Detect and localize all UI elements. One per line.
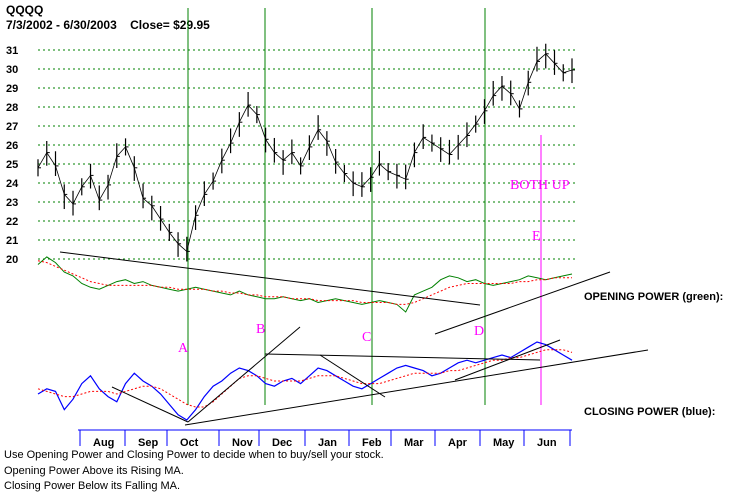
signal-lines xyxy=(187,8,542,405)
y-tick-26: 26 xyxy=(6,140,18,152)
date-range: 7/3/2002 - 6/30/2003 xyxy=(6,18,117,32)
y-tick-22: 22 xyxy=(6,216,18,228)
trendlines xyxy=(59,251,649,426)
opening-power-label: OPENING POWER (green): xyxy=(584,291,723,303)
y-tick-27: 27 xyxy=(6,121,18,133)
x-tick-label-apr: Apr xyxy=(448,437,468,449)
chart-subtitle: 7/3/2002 - 6/30/2003 Close= $29.95 xyxy=(6,18,210,32)
price-bars xyxy=(37,43,575,262)
opening-power-line xyxy=(37,256,573,313)
x-tick-label-jun: Jun xyxy=(537,437,557,449)
closing-power-line xyxy=(37,341,573,421)
y-tick-24: 24 xyxy=(6,178,19,190)
y-tick-25: 25 xyxy=(6,159,18,171)
trendline-5 xyxy=(187,326,301,423)
price-close-line xyxy=(37,53,573,253)
closing-power-panel xyxy=(37,341,573,421)
closing-power-ma-line xyxy=(37,349,573,408)
trendline-3 xyxy=(184,349,649,426)
x-tick-label-may: May xyxy=(493,437,515,449)
x-tick-label-sep: Sep xyxy=(138,437,158,449)
trendline-6 xyxy=(264,353,541,361)
x-axis: Aug Sep Oct Nov Dec Jan Feb Mar Apr May Jun xyxy=(78,429,572,449)
marker-B: B xyxy=(256,322,265,337)
y-tick-31: 31 xyxy=(6,45,18,57)
opening-power-ma-line xyxy=(37,260,572,305)
x-tick-label-nov: Nov xyxy=(232,437,254,449)
footer-line-1: Use Opening Power and Closing Power to d… xyxy=(4,449,384,461)
y-tick-20: 20 xyxy=(6,254,18,266)
y-tick-30: 30 xyxy=(6,64,18,76)
footer-line-3: Closing Power Below its Falling MA. xyxy=(4,480,181,492)
marker-A: A xyxy=(178,341,189,356)
trendline-7 xyxy=(319,354,386,398)
marker-C: C xyxy=(362,330,371,345)
y-tick-28: 28 xyxy=(6,102,18,114)
opening-power-panel xyxy=(37,256,573,313)
y-tick-21: 21 xyxy=(6,235,18,247)
close-value: Close= $29.95 xyxy=(130,18,210,32)
x-tick-label-oct: Oct xyxy=(180,437,199,449)
y-axis: 20 21 22 23 24 25 26 27 28 29 30 31 xyxy=(6,45,19,266)
trendline-1 xyxy=(59,251,481,306)
trendline-2 xyxy=(434,271,611,335)
trendline-4 xyxy=(111,386,189,423)
chart-labels: A B C D E BOTH UP OPENING POWER (green): CLOSIN… xyxy=(178,178,723,418)
y-tick-23: 23 xyxy=(6,197,18,209)
x-tick-label-aug: Aug xyxy=(93,437,114,449)
footer-line-2: Opening Power Above its Rising MA. xyxy=(4,465,184,477)
y-tick-29: 29 xyxy=(6,83,18,95)
x-tick-label-feb: Feb xyxy=(362,437,382,449)
annotation-both-up: BOTH UP xyxy=(510,178,570,193)
closing-power-label: CLOSING POWER (blue): xyxy=(584,406,715,418)
x-tick-label-jan: Jan xyxy=(318,437,337,449)
trendline-8 xyxy=(454,339,561,381)
x-tick-label-dec: Dec xyxy=(272,437,292,449)
chart-title: QQQQ xyxy=(6,3,44,17)
marker-E: E xyxy=(532,229,541,244)
x-tick-label-mar: Mar xyxy=(404,437,424,449)
marker-D: D xyxy=(474,324,484,339)
